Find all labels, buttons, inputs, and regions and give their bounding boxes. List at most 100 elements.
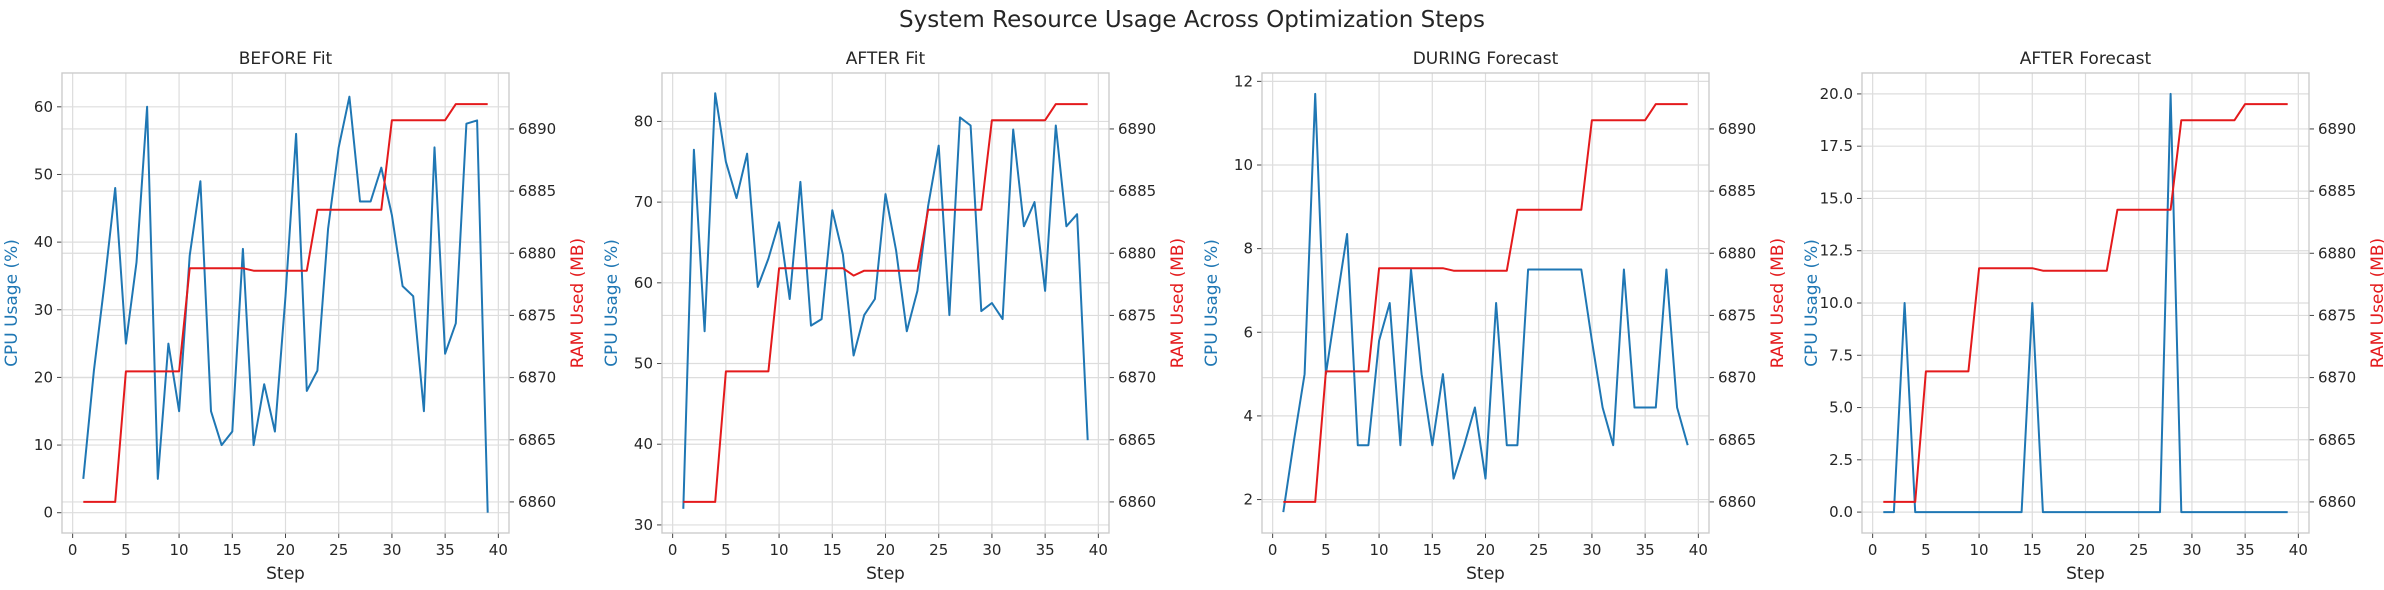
x-tick-label: 15 xyxy=(223,541,242,559)
x-axis-label: Step xyxy=(1466,564,1505,584)
y-tick-label: 2.5 xyxy=(1829,451,1853,469)
y-tick-label: 30 xyxy=(634,516,653,534)
y2-axis-label: RAM Used (MB) xyxy=(1168,238,1188,368)
plot-frame xyxy=(61,72,510,534)
x-axis-label: Step xyxy=(2066,564,2105,584)
y2-tick-label: 6865 xyxy=(2318,431,2356,449)
y-tick-label: 12.5 xyxy=(1820,242,1853,260)
y-tick-label: 40 xyxy=(634,435,653,453)
ram-series-line xyxy=(1883,103,2288,503)
x-tick-label: 20 xyxy=(276,541,295,559)
y2-tick-label: 6880 xyxy=(2318,244,2356,262)
figure-title: System Resource Usage Across Optimizatio… xyxy=(899,7,1485,33)
y2-tick-label: 6880 xyxy=(1718,244,1756,262)
y-tick-label: 4 xyxy=(1243,407,1253,425)
chart-panel-4: 0 5 10 15 20 25 30 35 40 0.0 2.5 5.0 7.5 10.0 12.5 15.0… xyxy=(1802,49,2384,584)
ram-series-line xyxy=(1283,103,1688,503)
plot-frame xyxy=(1861,72,2310,534)
y2-axis-label: RAM Used (MB) xyxy=(2368,238,2384,368)
x-tick-label: 10 xyxy=(170,541,189,559)
x-tick-label: 0 xyxy=(68,541,78,559)
y2-tick-label: 6890 xyxy=(1718,120,1756,138)
y2-tick-label: 6880 xyxy=(1118,244,1156,262)
y-tick-label: 5.0 xyxy=(1829,399,1853,417)
y-tick-label: 8 xyxy=(1243,240,1253,258)
y2-tick-label: 6885 xyxy=(2318,182,2356,200)
y2-tick-label: 6885 xyxy=(1718,182,1756,200)
x-tick-label: 25 xyxy=(329,541,348,559)
y2-tick-label: 6870 xyxy=(518,369,556,387)
y2-tick-label: 6860 xyxy=(1118,493,1156,511)
y-tick-label: 50 xyxy=(634,355,653,373)
x-tick-label: 30 xyxy=(982,541,1001,559)
x-tick-label: 35 xyxy=(2236,541,2255,559)
x-tick-label: 10 xyxy=(770,541,789,559)
x-tick-label: 35 xyxy=(1636,541,1655,559)
x-tick-label: 5 xyxy=(1921,541,1931,559)
y-tick-label: 10 xyxy=(34,436,53,454)
y-axis-label: CPU Usage (%) xyxy=(602,239,622,367)
x-tick-label: 15 xyxy=(2023,541,2042,559)
x-tick-label: 35 xyxy=(436,541,455,559)
x-tick-label: 35 xyxy=(1036,541,1055,559)
y2-tick-label: 6885 xyxy=(1118,182,1156,200)
panels: 0 5 10 15 20 25 30 35 40010203040506068606865687… xyxy=(2,49,2384,584)
y-tick-label: 60 xyxy=(34,98,53,116)
y2-tick-label: 6860 xyxy=(2318,493,2356,511)
x-tick-label: 15 xyxy=(823,541,842,559)
x-tick-label: 5 xyxy=(721,541,731,559)
x-axis-label: Step xyxy=(866,564,905,584)
x-tick-label: 25 xyxy=(2129,541,2148,559)
x-tick-label: 0 xyxy=(1268,541,1278,559)
y2-tick-label: 6890 xyxy=(2318,120,2356,138)
y2-tick-label: 6870 xyxy=(1118,369,1156,387)
x-tick-label: 30 xyxy=(1582,541,1601,559)
x-tick-label: 30 xyxy=(2182,541,2201,559)
y-tick-label: 10 xyxy=(1234,156,1253,174)
x-tick-label: 15 xyxy=(1423,541,1442,559)
x-tick-label: 10 xyxy=(1370,541,1389,559)
x-tick-label: 10 xyxy=(1970,541,1989,559)
x-tick-label: 20 xyxy=(1476,541,1495,559)
x-tick-label: 20 xyxy=(2076,541,2095,559)
plot-frame xyxy=(661,72,1110,534)
y-tick-label: 0 xyxy=(43,504,53,522)
y2-tick-label: 6875 xyxy=(518,306,556,324)
y-tick-label: 0.0 xyxy=(1829,503,1853,521)
y2-tick-label: 6865 xyxy=(1118,431,1156,449)
y2-tick-label: 6890 xyxy=(518,120,556,138)
y-axis-label: CPU Usage (%) xyxy=(2,239,22,367)
x-tick-label: 40 xyxy=(2289,541,2308,559)
x-tick-label: 40 xyxy=(489,541,508,559)
y-tick-label: 30 xyxy=(34,301,53,319)
x-tick-label: 5 xyxy=(1321,541,1331,559)
y2-tick-label: 6870 xyxy=(2318,369,2356,387)
y-axis-label: CPU Usage (%) xyxy=(1802,239,1822,367)
cpu-series-line xyxy=(682,92,1089,509)
y-tick-label: 60 xyxy=(634,274,653,292)
y-tick-label: 20.0 xyxy=(1820,85,1853,103)
y2-tick-label: 6880 xyxy=(518,244,556,262)
ram-series-line xyxy=(83,103,488,503)
y-tick-label: 40 xyxy=(34,233,53,251)
y-tick-label: 10.0 xyxy=(1820,294,1853,312)
y-tick-label: 17.5 xyxy=(1820,137,1853,155)
plot-frame xyxy=(1261,72,1710,534)
y-tick-label: 70 xyxy=(634,193,653,211)
x-axis-label: Step xyxy=(266,564,305,584)
x-tick-label: 25 xyxy=(929,541,948,559)
y-tick-label: 12 xyxy=(1234,72,1253,90)
y2-tick-label: 6865 xyxy=(1718,431,1756,449)
y-tick-label: 80 xyxy=(634,112,653,130)
x-tick-label: 0 xyxy=(668,541,678,559)
panel-title: AFTER Fit xyxy=(846,49,926,69)
y-tick-label: 15.0 xyxy=(1820,189,1853,207)
y2-tick-label: 6890 xyxy=(1118,120,1156,138)
x-tick-label: 20 xyxy=(876,541,895,559)
y-axis-label: CPU Usage (%) xyxy=(1202,239,1222,367)
y2-axis-label: RAM Used (MB) xyxy=(1768,238,1788,368)
y2-tick-label: 6870 xyxy=(1718,369,1756,387)
x-tick-label: 30 xyxy=(382,541,401,559)
y2-tick-label: 6875 xyxy=(1718,306,1756,324)
